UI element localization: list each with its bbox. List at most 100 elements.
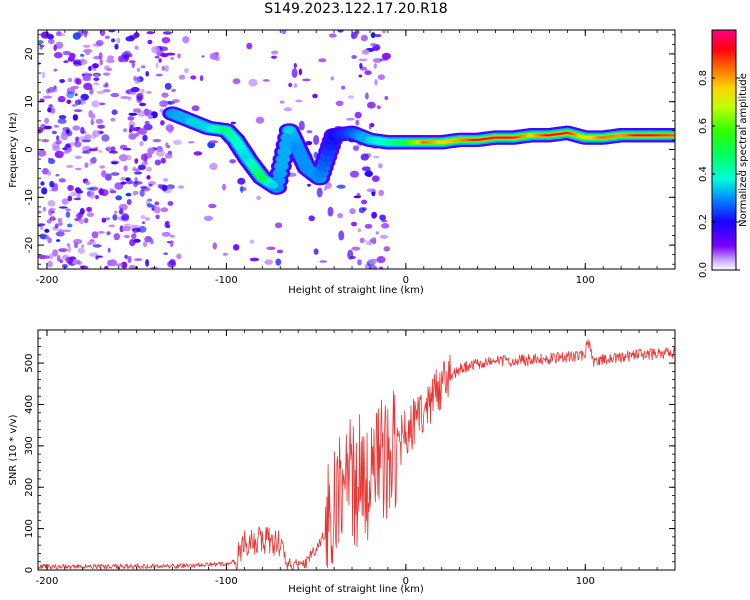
speckle-blob (108, 224, 116, 228)
speckle-blob (51, 130, 57, 135)
ridge-segment (474, 138, 477, 141)
speckle-blob (130, 86, 140, 93)
ridge-segment (631, 134, 634, 137)
colorbar-ticks: 0.0 0.2 0.4 0.6 0.8 (698, 70, 740, 278)
speckle-blob (328, 33, 337, 38)
speckle-blob (312, 93, 318, 99)
speckle-blob (184, 67, 189, 74)
speckle-blob (146, 31, 155, 35)
speckle-blob (72, 114, 79, 121)
speckle-blob (49, 180, 55, 188)
speckle-blob (125, 192, 132, 197)
ridge-segment (503, 136, 506, 139)
speckle-blob (203, 215, 213, 221)
speckle-blob (264, 259, 274, 265)
speckle-blob (47, 260, 53, 268)
speckle-blob (97, 231, 105, 234)
speckle-blob (88, 65, 92, 72)
speckle-blob (50, 188, 59, 192)
speckle-blob (55, 139, 62, 145)
speckle-blob (341, 85, 346, 90)
ridge-segment (507, 136, 511, 139)
speckle-blob (170, 57, 175, 60)
speckle-blob (347, 95, 355, 99)
speckle-streak (316, 187, 323, 198)
ridge-segment (570, 133, 574, 135)
speckle-blob (42, 206, 47, 212)
speckle-blob (143, 123, 153, 131)
speckle-blob (47, 170, 52, 176)
speckle-blob (356, 192, 361, 199)
colorbar-tick-label: 0.6 (698, 118, 709, 134)
speckle-blob (146, 91, 152, 94)
speckle-blob (127, 116, 135, 121)
ridge-segment (628, 134, 632, 137)
speckle-blob (52, 145, 60, 152)
ridge-segment (543, 134, 547, 137)
ridge-segment (561, 132, 565, 135)
speckle-blob (79, 265, 88, 269)
y-tick-label: 0 (24, 146, 35, 152)
speckle-blob (214, 55, 220, 62)
speckle-blob (109, 190, 117, 194)
ridge-segment (657, 134, 661, 137)
speckle-blob (43, 95, 53, 99)
speckle-blob (65, 211, 71, 218)
speckle-blob (379, 234, 389, 239)
speckle-streak (298, 120, 305, 131)
speckle-blob (352, 145, 360, 152)
speckle-blob (147, 147, 155, 155)
speckle-blob (376, 105, 381, 110)
speckle-blob (99, 102, 106, 106)
speckle-blob (209, 162, 218, 171)
speckle-blob (266, 246, 276, 250)
speckle-blob (47, 107, 52, 113)
speckle-blob (79, 207, 85, 215)
speckle-blob (373, 63, 377, 69)
speckle-blob (256, 195, 261, 200)
speckle-blob (99, 58, 103, 66)
speckle-blob (248, 78, 258, 87)
speckle-blob (307, 183, 311, 187)
speckle-blob (165, 142, 169, 148)
speckle-blob (74, 167, 82, 171)
speckle-blob (293, 83, 298, 88)
speckle-blob (92, 244, 102, 248)
speckle-blob (67, 195, 73, 202)
speckle-blob (110, 117, 116, 122)
speckle-blob (75, 136, 80, 142)
speckle-blob (141, 187, 151, 192)
speckle-blob (84, 134, 92, 140)
speckle-blob (274, 222, 283, 229)
speckle-blob (46, 88, 51, 94)
speckle-blob (160, 120, 165, 126)
y-tick-label: 20 (24, 48, 35, 61)
speckle-blob (127, 255, 132, 263)
ridge-segment (568, 132, 571, 135)
speckle-blob (125, 36, 135, 42)
speckle-blob (365, 92, 369, 100)
speckle-blob (169, 234, 175, 238)
speckle-blob (128, 112, 138, 116)
x-tick-label: -200 (36, 576, 59, 587)
ridge-segment (655, 134, 659, 137)
speckle-blob (161, 92, 169, 98)
speckle-blob (58, 115, 67, 120)
speckle-blob (39, 46, 43, 50)
speckle-blob (139, 141, 144, 147)
speckle-blob (104, 173, 112, 181)
speckle-blob (378, 189, 384, 197)
speckle-blob (165, 124, 175, 132)
speckle-blob (350, 31, 358, 39)
x-tick-label: 100 (576, 275, 595, 286)
ridge-segment (671, 134, 675, 137)
speckle-blob (39, 233, 46, 240)
speckle-blob (48, 253, 54, 260)
speckle-blob (182, 36, 190, 44)
speckle-blob (50, 215, 55, 221)
speckle-blob (170, 240, 174, 248)
speckle-blob (89, 158, 96, 163)
speckle-blob (67, 184, 74, 192)
speckle-blob (72, 125, 81, 131)
speckle-blob (370, 123, 375, 128)
